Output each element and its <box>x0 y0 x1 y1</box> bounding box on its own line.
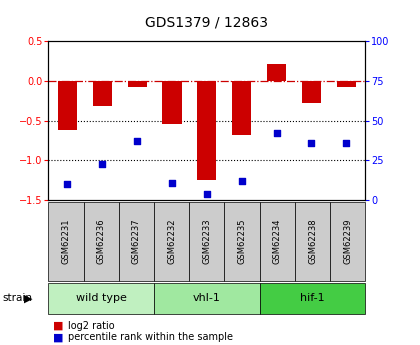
Bar <box>197 81 216 180</box>
Text: GSM62238: GSM62238 <box>308 219 317 264</box>
Point <box>134 139 141 144</box>
Point <box>99 161 106 166</box>
Point <box>273 131 280 136</box>
Bar <box>163 81 181 124</box>
Text: log2 ratio: log2 ratio <box>68 321 115 331</box>
Text: ■: ■ <box>52 321 63 331</box>
Text: GSM62231: GSM62231 <box>61 219 71 264</box>
Text: ■: ■ <box>52 333 63 342</box>
Point <box>203 191 210 197</box>
Text: GSM62235: GSM62235 <box>238 219 247 264</box>
Text: wild type: wild type <box>76 294 126 303</box>
Bar <box>128 81 147 87</box>
Point <box>343 140 349 146</box>
Point <box>64 181 71 187</box>
Text: GSM62233: GSM62233 <box>202 219 211 264</box>
Bar <box>337 81 356 87</box>
Bar <box>302 81 321 103</box>
Point <box>308 140 315 146</box>
Text: GDS1379 / 12863: GDS1379 / 12863 <box>145 16 268 30</box>
Point <box>169 180 176 185</box>
Text: GSM62239: GSM62239 <box>343 219 352 264</box>
Text: strain: strain <box>2 294 32 303</box>
Text: percentile rank within the sample: percentile rank within the sample <box>68 333 234 342</box>
Text: GSM62232: GSM62232 <box>167 219 176 264</box>
Text: GSM62236: GSM62236 <box>97 219 106 264</box>
Bar <box>267 63 286 81</box>
Text: GSM62237: GSM62237 <box>132 219 141 264</box>
Text: GSM62234: GSM62234 <box>273 219 282 264</box>
Text: hif-1: hif-1 <box>300 294 325 303</box>
Bar <box>232 81 251 135</box>
Text: vhl-1: vhl-1 <box>193 294 221 303</box>
Bar <box>93 81 112 107</box>
Bar <box>58 81 77 130</box>
Point <box>238 178 245 184</box>
Text: ▶: ▶ <box>24 294 33 303</box>
